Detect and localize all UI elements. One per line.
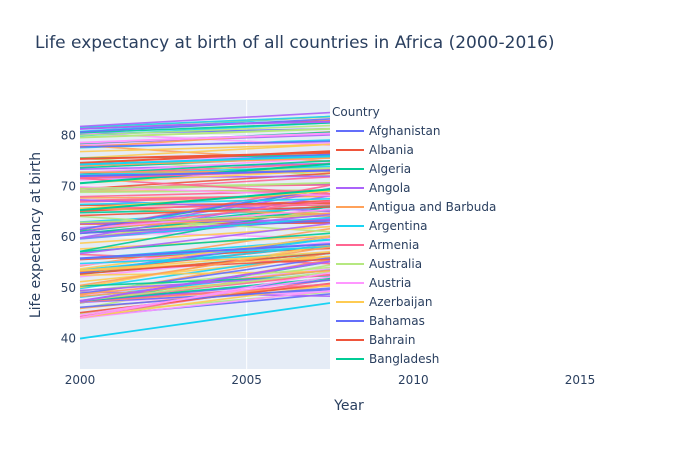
country-line (79, 271, 331, 302)
legend-label: Albania (369, 143, 414, 157)
legend-item[interactable]: Argentina (336, 219, 428, 233)
country-line (79, 115, 331, 129)
country-line (79, 120, 331, 130)
country-line (79, 271, 331, 319)
country-line (79, 140, 331, 148)
legend-item[interactable]: Azerbaijan (336, 295, 432, 309)
country-line (79, 206, 331, 217)
legend-item[interactable]: Albania (336, 143, 414, 157)
legend-item[interactable]: Afghanistan (336, 124, 440, 138)
country-line (79, 213, 331, 240)
country-line (79, 283, 331, 303)
country-line (79, 187, 331, 231)
country-line (79, 157, 331, 174)
y-tick-label: 40 (61, 332, 76, 346)
legend-item[interactable]: Armenia (336, 238, 419, 252)
country-line (79, 289, 331, 320)
legend-title: Country (332, 105, 380, 119)
country-line (79, 252, 331, 275)
y-tick-labels: 40 50 60 70 80 (61, 129, 76, 346)
legend-item[interactable]: Bahamas (336, 314, 425, 328)
y-tick-label: 60 (61, 230, 76, 244)
y-tick-label: 80 (61, 129, 76, 143)
legend-item[interactable]: Bangladesh (336, 352, 439, 366)
country-line (79, 227, 331, 267)
series-line-bahrain (79, 151, 331, 160)
legend-label: Antigua and Barbuda (369, 200, 496, 214)
series-line-afghanistan (79, 243, 331, 260)
x-tick-label: 2015 (565, 373, 596, 387)
y-axis-title: Life expectancy at birth (28, 152, 44, 318)
legend-item[interactable]: Austria (336, 276, 411, 290)
legend-label: Algeria (369, 162, 411, 176)
country-line (79, 124, 331, 137)
legend-item[interactable]: Australia (336, 257, 422, 271)
series-line-argentina (79, 155, 331, 166)
country-line (79, 198, 331, 213)
series-line-australia (79, 127, 331, 139)
country-line (79, 276, 331, 316)
country-line (79, 287, 331, 309)
legend-label: Azerbaijan (369, 295, 432, 309)
series-lines (79, 127, 331, 302)
country-line (79, 118, 331, 133)
country-line (79, 246, 331, 287)
y-tick-label: 70 (61, 179, 76, 193)
country-line (79, 143, 331, 159)
series-line-antigua-and-barbuda (79, 156, 331, 167)
x-tick-label: 2000 (65, 373, 96, 387)
legend: Country Afghanistan Albania Algeria Angola A… (332, 105, 496, 366)
legend-item[interactable]: Antigua and Barbuda (336, 200, 496, 214)
legend-label: Angola (369, 181, 410, 195)
legend-item[interactable]: Angola (336, 181, 410, 195)
country-line (79, 122, 331, 134)
series-line-bahamas (79, 169, 331, 178)
legend-item[interactable]: Algeria (336, 162, 411, 176)
country-line (79, 266, 331, 292)
series-line-angola (79, 260, 331, 302)
country-line (79, 277, 331, 302)
legend-label: Bahamas (369, 314, 425, 328)
legend-label: Argentina (369, 219, 428, 233)
x-tick-labels: 2000 2005 2010 2015 (65, 373, 596, 387)
series-line-bangladesh (79, 188, 331, 212)
x-tick-label: 2005 (231, 373, 262, 387)
chart-title: Life expectancy at birth of all countrie… (35, 33, 555, 53)
legend-label: Bangladesh (369, 352, 439, 366)
legend-label: Afghanistan (369, 124, 440, 138)
country-line (79, 236, 331, 270)
country-line (79, 222, 331, 255)
country-line (79, 205, 331, 253)
legend-label: Austria (369, 276, 411, 290)
country-line (79, 143, 331, 153)
country-line (79, 302, 331, 340)
y-tick-label: 50 (61, 281, 76, 295)
country-line (79, 214, 331, 224)
country-line (79, 111, 331, 128)
x-tick-label: 2010 (398, 373, 429, 387)
legend-label: Australia (369, 257, 422, 271)
series-line-austria (79, 132, 331, 144)
legend-label: Armenia (369, 238, 419, 252)
country-line (79, 250, 331, 272)
country-line (79, 197, 331, 206)
legend-item[interactable]: Bahrain (336, 333, 415, 347)
legend-label: Bahrain (369, 333, 415, 347)
x-axis-title: Year (333, 398, 364, 414)
